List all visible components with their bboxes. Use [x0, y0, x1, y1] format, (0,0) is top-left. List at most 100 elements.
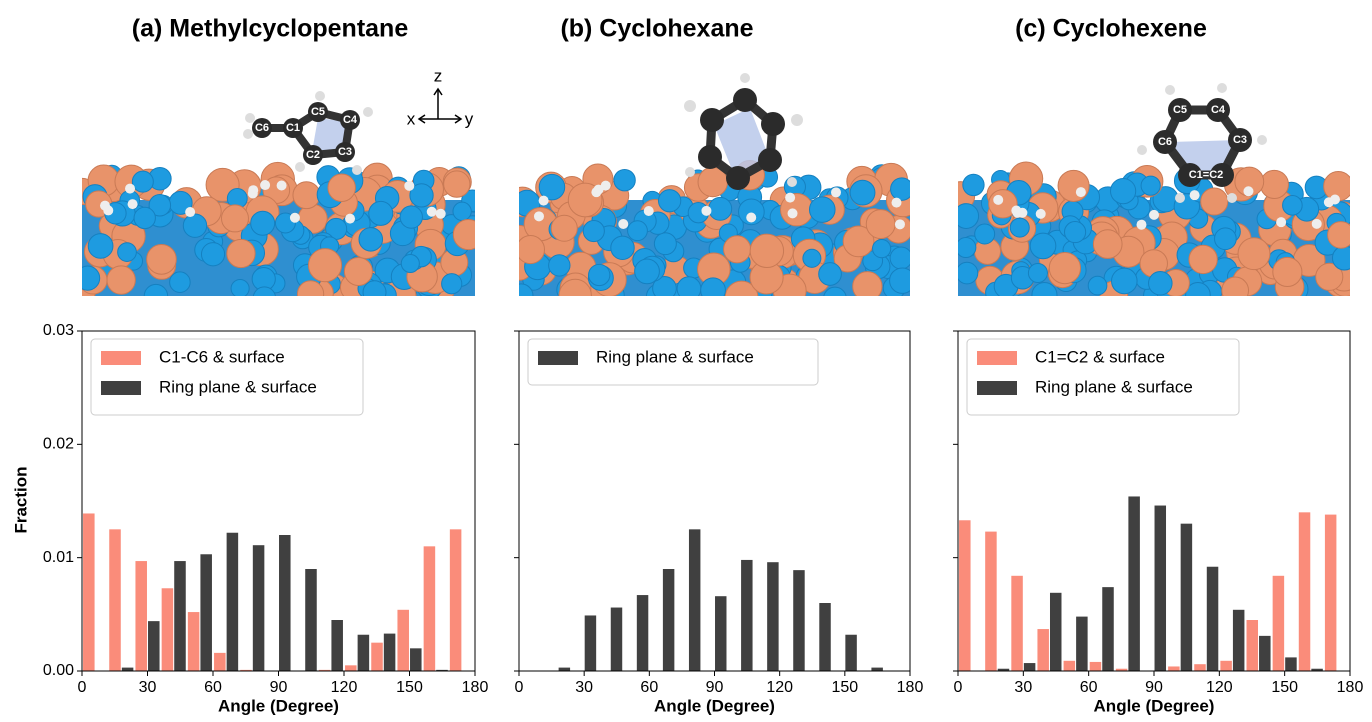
legend-swatch — [538, 351, 578, 365]
bar — [793, 570, 804, 671]
scenes — [68, 161, 1361, 314]
bar — [1090, 662, 1101, 671]
atom — [400, 206, 422, 228]
atom-h — [785, 193, 795, 203]
legend-swatch — [977, 351, 1017, 365]
bar — [689, 529, 700, 671]
atom — [750, 234, 783, 267]
atom-h — [895, 219, 905, 229]
atom-h — [1036, 209, 1046, 219]
atom — [853, 272, 882, 301]
atom-h — [436, 209, 446, 219]
atom — [297, 281, 323, 307]
bar — [741, 560, 752, 671]
atom — [614, 170, 635, 191]
x-axis-label: Angle (Degree) — [654, 696, 775, 715]
atom — [1273, 257, 1302, 286]
legend-swatch — [101, 351, 141, 365]
atom-h — [1149, 210, 1159, 220]
atom-h — [746, 212, 756, 222]
bar — [174, 561, 186, 671]
x-tick-label: 60 — [640, 679, 658, 696]
atom — [359, 228, 383, 252]
bar — [871, 668, 882, 671]
bar — [1037, 629, 1048, 671]
atom — [1111, 179, 1136, 204]
bar — [83, 513, 95, 671]
atom — [132, 171, 153, 192]
atom — [118, 243, 137, 262]
atom-label: C4 — [343, 114, 358, 126]
bar — [109, 529, 121, 671]
bar — [214, 653, 226, 671]
atom-h — [1190, 190, 1200, 200]
bar — [1155, 506, 1166, 671]
atom-h — [128, 199, 138, 209]
atom-h — [993, 195, 1003, 205]
atom — [88, 234, 113, 259]
atom — [809, 197, 835, 223]
bar — [1247, 620, 1258, 671]
y-tick-label: 0.02 — [43, 436, 74, 453]
atom — [1028, 263, 1047, 282]
atom — [654, 233, 676, 255]
bar — [819, 603, 830, 671]
x-tick-label: 30 — [1014, 679, 1032, 696]
bar — [1325, 515, 1336, 671]
atom-h — [260, 180, 270, 190]
atom — [363, 281, 386, 304]
axis-annotation: y — [465, 109, 474, 128]
legend-label: Ring plane & surface — [596, 347, 754, 366]
atom-h — [1076, 187, 1086, 197]
y-tick-label: 0.01 — [43, 549, 74, 566]
atom — [107, 266, 135, 294]
atom-label: C6 — [255, 122, 269, 134]
atom — [589, 264, 610, 285]
atom — [1058, 170, 1089, 201]
x-tick-label: 180 — [897, 679, 924, 696]
atom — [231, 279, 249, 297]
bar — [845, 635, 856, 671]
atom — [144, 284, 167, 307]
atom — [183, 214, 206, 237]
bar — [1194, 664, 1205, 671]
atom — [76, 266, 100, 290]
atom-h — [277, 181, 287, 191]
x-tick-label: 30 — [139, 679, 157, 696]
bar — [135, 561, 147, 671]
atom — [658, 190, 680, 212]
atom — [824, 287, 847, 310]
atom-label: C6 — [1158, 136, 1172, 148]
atom-h — [1312, 219, 1322, 229]
bar — [1299, 512, 1310, 671]
atom-label: C5 — [1173, 104, 1187, 116]
y-axis-label: Fraction — [11, 466, 30, 533]
x-tick-label: 60 — [1080, 679, 1098, 696]
atom — [201, 243, 224, 266]
atom-label: C3 — [338, 146, 352, 158]
x-tick-label: 120 — [331, 679, 358, 696]
atom-h — [618, 219, 628, 229]
bar — [410, 648, 422, 671]
x-tick-label: 120 — [766, 679, 793, 696]
atom — [444, 171, 470, 197]
bar — [611, 608, 622, 671]
atom-h — [248, 185, 258, 195]
atom-h — [539, 196, 549, 206]
bar — [148, 621, 160, 671]
molecule-a: C6 C1 C2 C3 C4 C5 z x y — [243, 66, 474, 175]
atom — [516, 236, 544, 264]
figure: C6 C1 C2 C3 C4 C5 z x y — [0, 0, 1372, 722]
x-tick-label: 120 — [1206, 679, 1233, 696]
atom-label: C3 — [1233, 134, 1247, 146]
atom — [850, 180, 875, 205]
atom — [401, 254, 419, 272]
atom — [442, 274, 462, 294]
bar — [663, 569, 674, 671]
atom — [954, 204, 979, 229]
axis-annotation: x — [407, 109, 416, 128]
legend-label: Ring plane & surface — [159, 377, 317, 396]
atom — [549, 255, 570, 276]
atom — [975, 224, 995, 244]
atom — [293, 182, 320, 209]
